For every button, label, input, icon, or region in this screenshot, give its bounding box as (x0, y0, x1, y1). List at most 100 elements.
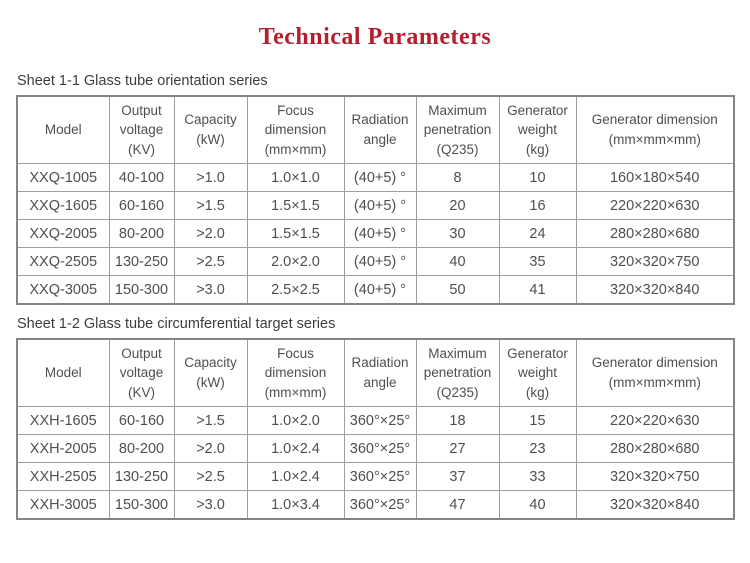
table-cell: 1.0×2.4 (246, 434, 345, 463)
table-cell: 360°×25° (343, 434, 417, 463)
table-cell: 47 (415, 490, 500, 520)
table-cell: 150-300 (108, 275, 175, 305)
table-cell: 2.5×2.5 (246, 275, 345, 305)
table-cell: 1.0×1.0 (246, 163, 345, 192)
table-cell: XXH-2005 (16, 434, 110, 463)
table-cell: 320×320×750 (575, 462, 735, 491)
table-cell: 10 (498, 163, 577, 192)
table-cell: >2.0 (173, 434, 248, 463)
sheet-1-glass-tube-orientation: Sheet 1-1 Glass tube orientation series … (16, 73, 735, 305)
header-row: Model Output voltage (KV) Capacity (kW) … (16, 95, 735, 164)
table-cell: XXH-2505 (16, 462, 110, 491)
table-cell: 30 (415, 219, 500, 248)
table-cell: 16 (498, 191, 577, 220)
table-cell: 40 (415, 247, 500, 276)
sheet-1-table: Model Output voltage (KV) Capacity (kW) … (16, 95, 735, 305)
table-cell: 50 (415, 275, 500, 305)
column-header-focus-dimension: Focus dimension (mm×mm) (246, 95, 345, 164)
sheet-1-table-body: XXQ-1005 40-100 >1.0 1.0×1.0 (40+5) ° 8 10 160×… (16, 163, 735, 305)
table-cell: 40 (498, 490, 577, 520)
column-header-maximum-penetration: Maximum penetration (Q235) (415, 95, 500, 164)
table-cell: XXQ-2005 (16, 219, 110, 248)
table-cell: 220×220×630 (575, 191, 735, 220)
table-cell: 23 (498, 434, 577, 463)
table-cell: 360°×25° (343, 490, 417, 520)
table-cell: 60-160 (108, 191, 175, 220)
table-cell: (40+5) ° (343, 163, 417, 192)
sheet-2-glass-tube-circumferential: Sheet 1-2 Glass tube circumferential tar… (16, 316, 735, 520)
table-cell: XXQ-3005 (16, 275, 110, 305)
table-cell: 280×280×680 (575, 434, 735, 463)
table-cell: XXH-3005 (16, 490, 110, 520)
table-cell: XXQ-2505 (16, 247, 110, 276)
table-cell: >2.5 (173, 247, 248, 276)
sheet-1-caption: Sheet 1-1 Glass tube orientation series (17, 73, 268, 89)
table-cell: 150-300 (108, 490, 175, 520)
table-cell: 40-100 (108, 163, 175, 192)
column-header-capacity: Capacity (kW) (173, 338, 248, 407)
table-cell: 80-200 (108, 434, 175, 463)
table-cell: 20 (415, 191, 500, 220)
column-header-radiation-angle: Radiation angle (343, 95, 417, 164)
table-row: XXQ-1605 60-160 >1.5 1.5×1.5 (40+5) ° 20 16 220… (16, 191, 735, 220)
table-cell: 320×320×840 (575, 275, 735, 305)
table-cell: 160×180×540 (575, 163, 735, 192)
page-title: Technical Parameters (258, 24, 492, 50)
table-cell: XXQ-1605 (16, 191, 110, 220)
table-cell: 2.0×2.0 (246, 247, 345, 276)
column-header-output-voltage: Output voltage (KV) (108, 95, 175, 164)
table-cell: 24 (498, 219, 577, 248)
table-cell: 320×320×750 (575, 247, 735, 276)
table-cell: (40+5) ° (343, 191, 417, 220)
table-cell: >1.5 (173, 406, 248, 435)
table-cell: (40+5) ° (343, 247, 417, 276)
table-cell: XXQ-1005 (16, 163, 110, 192)
table-cell: 280×280×680 (575, 219, 735, 248)
table-cell: >2.0 (173, 219, 248, 248)
table-row: XXH-2505 130-250 >2.5 1.0×2.4 360°×25° 37 33 32… (16, 462, 735, 491)
column-header-model: Model (16, 338, 110, 407)
sheet-2-caption: Sheet 1-2 Glass tube circumferential tar… (17, 316, 336, 332)
table-cell: 1.5×1.5 (246, 191, 345, 220)
table-row: XXQ-3005 150-300 >3.0 2.5×2.5 (40+5) ° 50 41 32… (16, 275, 735, 305)
table-cell: (40+5) ° (343, 219, 417, 248)
table-cell: >3.0 (173, 490, 248, 520)
column-header-focus-dimension: Focus dimension (mm×mm) (246, 338, 345, 407)
column-header-maximum-penetration: Maximum penetration (Q235) (415, 338, 500, 407)
table-row: XXQ-1005 40-100 >1.0 1.0×1.0 (40+5) ° 8 10 160×… (16, 163, 735, 192)
table-cell: 41 (498, 275, 577, 305)
table-cell: 15 (498, 406, 577, 435)
table-cell: 37 (415, 462, 500, 491)
table-cell: >1.0 (173, 163, 248, 192)
table-cell: (40+5) ° (343, 275, 417, 305)
table-cell: 130-250 (108, 247, 175, 276)
table-row: XXH-2005 80-200 >2.0 1.0×2.4 360°×25° 27 23 280… (16, 434, 735, 463)
table-cell: 360°×25° (343, 406, 417, 435)
column-header-generator-dimension: Generator dimension (mm×mm×mm) (575, 95, 735, 164)
table-cell: >1.5 (173, 191, 248, 220)
table-cell: XXH-1605 (16, 406, 110, 435)
table-cell: 60-160 (108, 406, 175, 435)
table-cell: 27 (415, 434, 500, 463)
column-header-model: Model (16, 95, 110, 164)
table-cell: 130-250 (108, 462, 175, 491)
table-cell: >3.0 (173, 275, 248, 305)
column-header-generator-weight: Generator weight (kg) (498, 338, 577, 407)
table-cell: 80-200 (108, 219, 175, 248)
page: Technical Parameters Sheet 1-1 Glass tub… (0, 24, 750, 520)
table-cell: 33 (498, 462, 577, 491)
table-cell: >2.5 (173, 462, 248, 491)
table-cell: 320×320×840 (575, 490, 735, 520)
table-cell: 18 (415, 406, 500, 435)
table-row: XXQ-2005 80-200 >2.0 1.5×1.5 (40+5) ° 30 24 280… (16, 219, 735, 248)
sheet-2-table-body: XXH-1605 60-160 >1.5 1.0×2.0 360°×25° 18 15 220… (16, 406, 735, 520)
table-row: XXH-3005 150-300 >3.0 1.0×3.4 360°×25° 47 40 32… (16, 490, 735, 520)
table-cell: 8 (415, 163, 500, 192)
sheet-2-table: Model Output voltage (KV) Capacity (kW) … (16, 338, 735, 520)
table-row: XXQ-2505 130-250 >2.5 2.0×2.0 (40+5) ° 40 35 32… (16, 247, 735, 276)
column-header-generator-weight: Generator weight (kg) (498, 95, 577, 164)
column-header-radiation-angle: Radiation angle (343, 338, 417, 407)
table-cell: 1.5×1.5 (246, 219, 345, 248)
table-row: XXH-1605 60-160 >1.5 1.0×2.0 360°×25° 18 15 220… (16, 406, 735, 435)
table-cell: 1.0×3.4 (246, 490, 345, 520)
